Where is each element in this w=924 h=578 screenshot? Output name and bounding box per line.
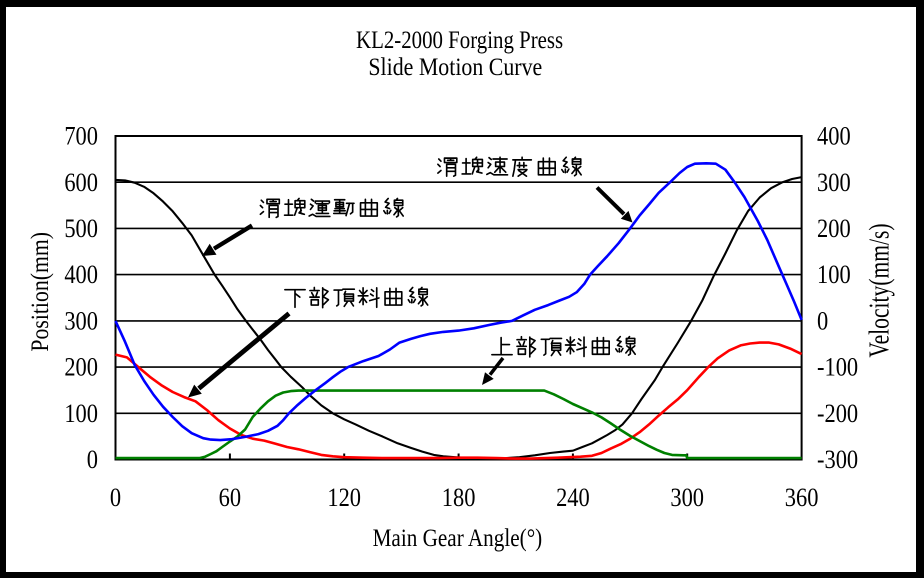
svg-text:-100: -100	[817, 353, 858, 382]
svg-text:100: 100	[64, 399, 98, 428]
svg-text:-200: -200	[817, 399, 858, 428]
svg-text:Position(mm): Position(mm)	[27, 232, 55, 352]
svg-text:Slide Motion Curve: Slide Motion Curve	[368, 54, 542, 82]
svg-text:100: 100	[817, 261, 851, 290]
svg-text:60: 60	[219, 483, 241, 512]
svg-text:KL2-2000 Forging Press: KL2-2000 Forging Press	[356, 26, 563, 53]
svg-text:300: 300	[817, 168, 851, 197]
svg-text:400: 400	[817, 122, 851, 151]
svg-text:-300: -300	[817, 445, 858, 474]
svg-text:200: 200	[817, 214, 851, 243]
svg-text:200: 200	[64, 353, 98, 382]
svg-text:0: 0	[110, 483, 121, 512]
svg-text:240: 240	[556, 483, 590, 512]
svg-text:120: 120	[327, 483, 361, 512]
svg-text:700: 700	[64, 122, 98, 151]
svg-text:180: 180	[442, 483, 476, 512]
svg-text:600: 600	[64, 168, 98, 197]
svg-text:Velocity(mm/s): Velocity(mm/s)	[862, 223, 895, 357]
svg-text:0: 0	[817, 307, 828, 336]
svg-text:300: 300	[64, 307, 98, 336]
svg-text:500: 500	[64, 214, 98, 243]
svg-text:0: 0	[87, 445, 98, 474]
svg-text:300: 300	[670, 483, 704, 512]
svg-text:Main Gear Angle(°): Main Gear Angle(°)	[373, 523, 543, 551]
svg-text:400: 400	[64, 261, 98, 290]
svg-text:360: 360	[785, 483, 819, 512]
